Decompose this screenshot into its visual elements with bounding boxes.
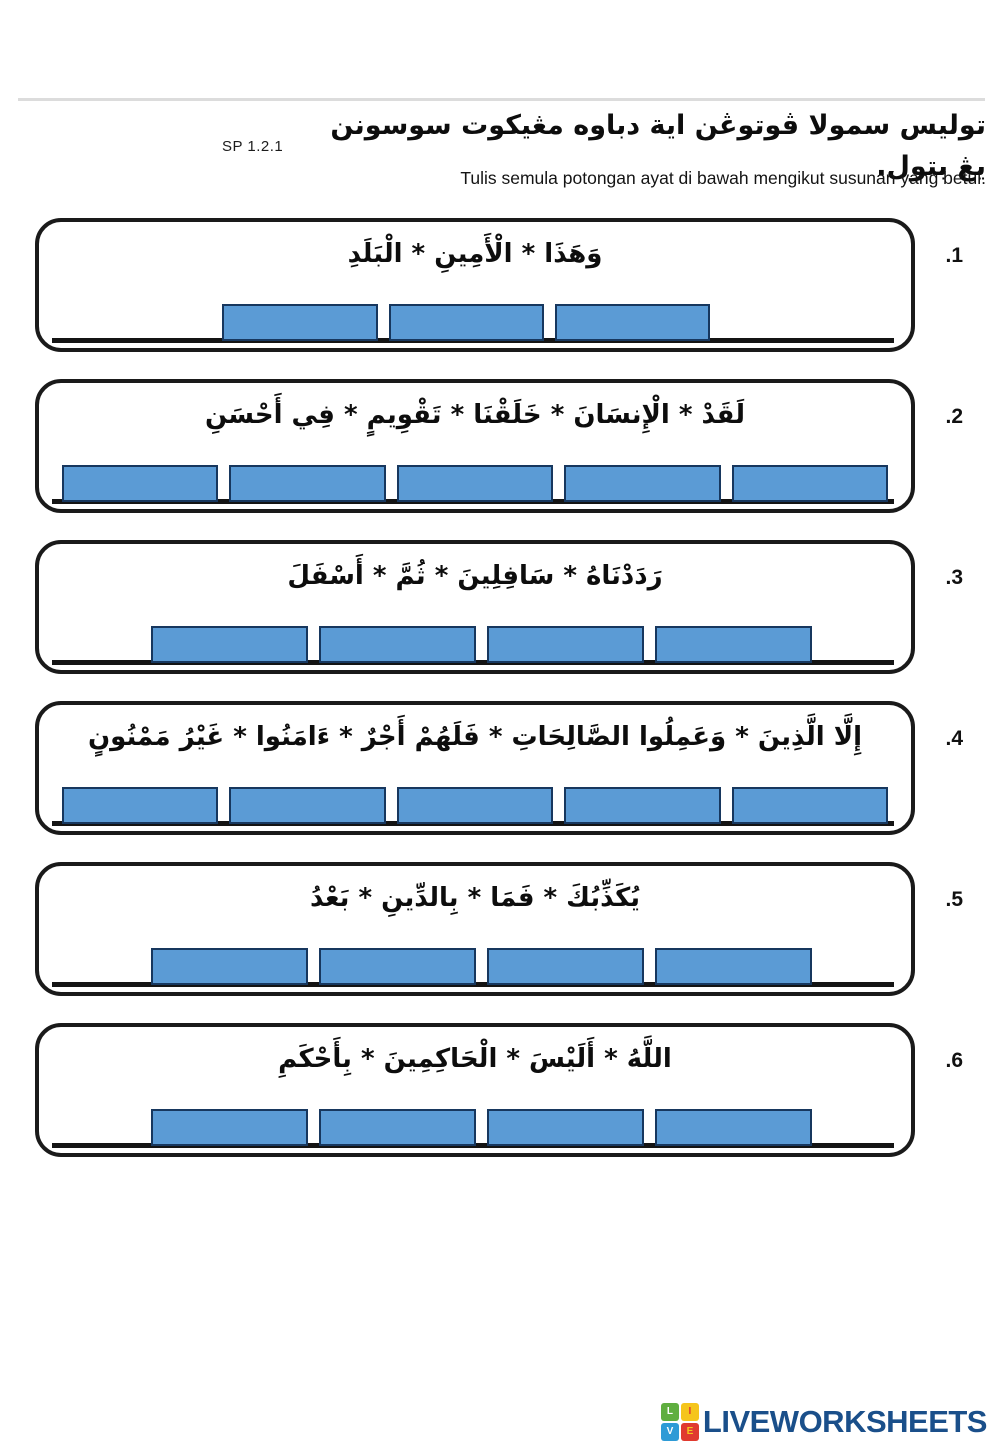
ayah-fragments-text: إِلَّا الَّذِينَ * وَعَمِلُوا الصَّالِحَ… — [87, 722, 863, 752]
answer-box[interactable] — [487, 1109, 645, 1146]
answer-area — [39, 940, 911, 992]
malay-instruction: Tulis semula potongan ayat di bawah meng… — [460, 168, 986, 188]
question-box: .3 رَدَدْنَاهُ * سَافِلِينَ * ثُمَّ * أَ… — [35, 540, 963, 674]
question-number: .3 — [945, 566, 963, 589]
answer-box[interactable] — [564, 465, 721, 502]
logo-letter-square: E — [680, 1423, 699, 1441]
question-number: .2 — [945, 405, 963, 428]
answer-blanks-row — [61, 465, 889, 502]
question-box: .1 وَهَذَا * الْأَمِينِ * الْبَلَدِ — [35, 218, 963, 352]
answer-blanks-row — [150, 626, 813, 663]
answer-area — [39, 618, 911, 670]
top-divider-line — [18, 98, 985, 101]
answer-box[interactable] — [731, 465, 889, 502]
ayah-fragments-text: يُكَذِّبُكَ * فَمَا * بِالدِّينِ * بَعْد… — [309, 883, 641, 913]
sp-code-label: SP 1.2.1 — [222, 138, 284, 155]
answer-area — [39, 296, 911, 348]
answer-box[interactable] — [229, 465, 386, 502]
logo-letter-square: I — [680, 1403, 699, 1421]
answer-box[interactable] — [555, 304, 711, 341]
header: SP 1.2.1 توليس سمولا ڤوتوڠن اية دباوه مڠ… — [222, 106, 986, 187]
answer-box[interactable] — [150, 1109, 308, 1146]
ayah-fragments-text: وَهَذَا * الْأَمِينِ * الْبَلَدِ — [347, 239, 603, 269]
answer-area — [39, 779, 911, 831]
answer-blanks-row — [150, 948, 813, 985]
answer-box[interactable] — [655, 948, 813, 985]
answer-blanks-row — [150, 1109, 813, 1146]
brand-wordmark: LIVEWORKSHEETS — [702, 1404, 988, 1439]
answer-box[interactable] — [318, 626, 477, 663]
logo-letter-square: V — [660, 1423, 679, 1441]
ayah-fragments-text: رَدَدْنَاهُ * سَافِلِينَ * ثُمَّ * أَسْف… — [287, 561, 663, 591]
logo-letter-square: L — [660, 1403, 679, 1421]
answer-box[interactable] — [487, 626, 645, 663]
ayah-fragments-text: لَقَدْ * الْإِنسَانَ * خَلَقْنَا * تَقْو… — [205, 400, 745, 430]
answer-area — [39, 457, 911, 509]
ayah-fragments-text: اللَّهُ * أَلَيْسَ * الْحَاكِمِينَ * بِأ… — [278, 1044, 672, 1074]
answer-box[interactable] — [150, 948, 308, 985]
answer-box[interactable] — [229, 787, 386, 824]
question-number: .1 — [945, 244, 963, 267]
answer-area — [39, 1101, 911, 1153]
answer-box[interactable] — [318, 1109, 477, 1146]
answer-blanks-row — [222, 304, 711, 341]
answer-box[interactable] — [150, 626, 308, 663]
answer-box[interactable] — [61, 465, 219, 502]
answer-box[interactable] — [396, 787, 554, 824]
question-box: .5 يُكَذِّبُكَ * فَمَا * بِالدِّينِ * بَ… — [35, 862, 963, 996]
answer-blanks-row — [61, 787, 889, 824]
question-number: .5 — [945, 888, 963, 911]
question-number: .4 — [945, 727, 963, 750]
answer-box[interactable] — [487, 948, 645, 985]
answer-box[interactable] — [388, 304, 545, 341]
answer-box[interactable] — [318, 948, 477, 985]
jawi-instruction: توليس سمولا ڤوتوڠن اية دباوه مڠيكوت سوسو… — [330, 110, 986, 182]
answer-box[interactable] — [655, 1109, 813, 1146]
question-box: .6 اللَّهُ * أَلَيْسَ * الْحَاكِمِينَ * … — [35, 1023, 963, 1157]
answer-box[interactable] — [222, 304, 378, 341]
answer-box[interactable] — [564, 787, 721, 824]
question-box: .4 إِلَّا الَّذِينَ * وَعَمِلُوا الصَّال… — [35, 701, 963, 835]
question-number: .6 — [945, 1049, 963, 1072]
answer-box[interactable] — [396, 465, 554, 502]
answer-box[interactable] — [61, 787, 219, 824]
answer-box[interactable] — [731, 787, 889, 824]
answer-box[interactable] — [655, 626, 813, 663]
questions-list: .1 وَهَذَا * الْأَمِينِ * الْبَلَدِ .2 ل… — [35, 218, 963, 1157]
question-box: .2 لَقَدْ * الْإِنسَانَ * خَلَقْنَا * تَ… — [35, 379, 963, 513]
